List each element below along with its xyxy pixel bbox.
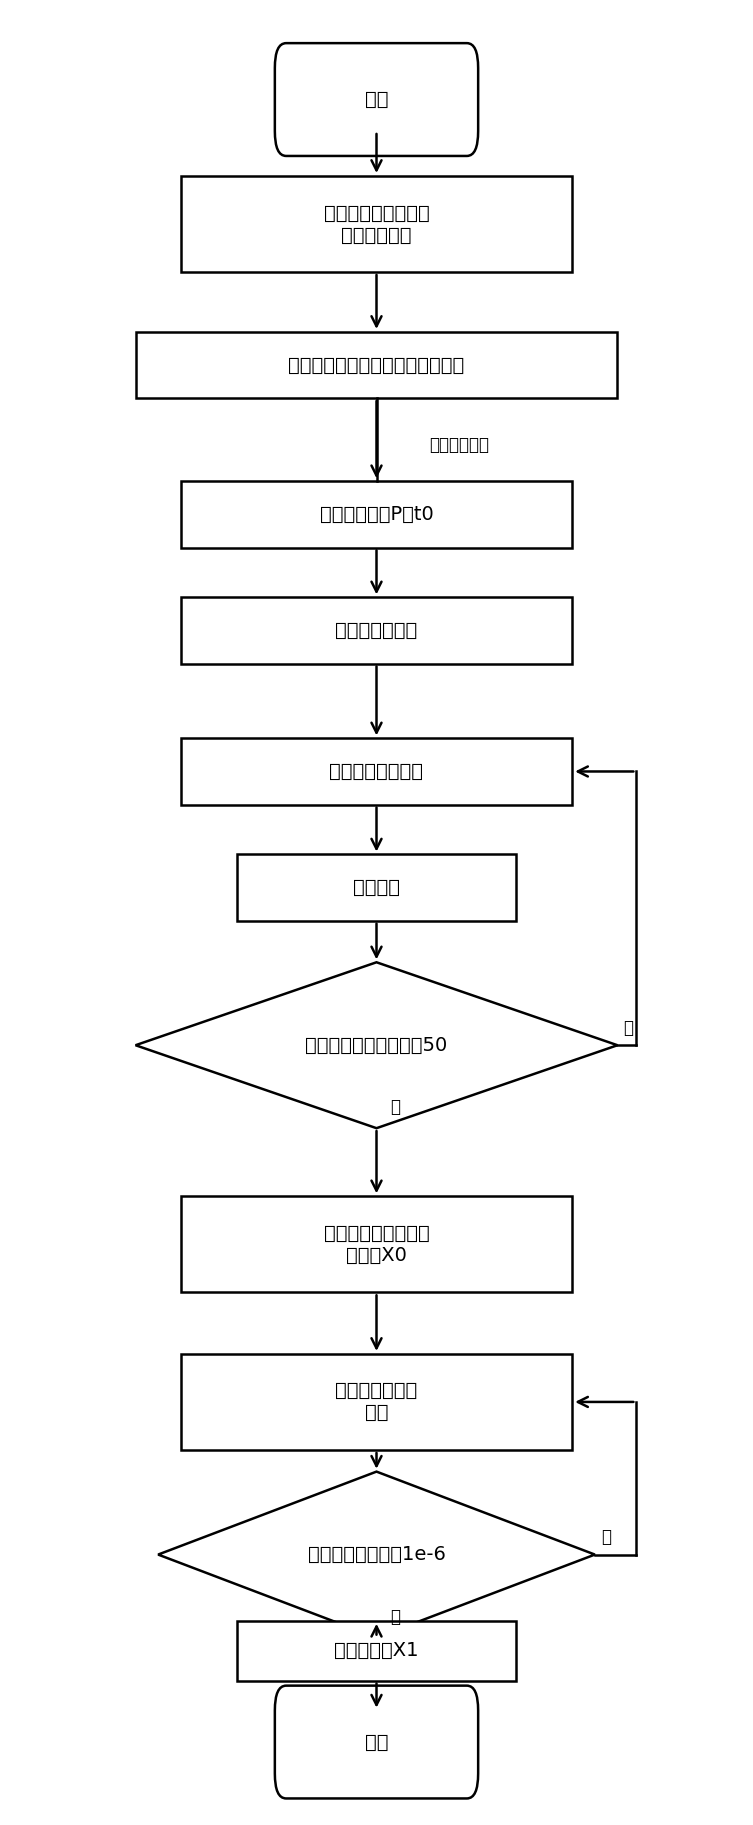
Bar xyxy=(181,1354,572,1451)
Bar xyxy=(136,332,617,398)
Text: 绝对误差是否小于1e-6: 绝对误差是否小于1e-6 xyxy=(307,1546,446,1564)
Text: 根据信号特性: 根据信号特性 xyxy=(429,436,489,454)
Text: 得到最小值搜索法的
初始点X0: 得到最小值搜索法的 初始点X0 xyxy=(324,1225,429,1265)
Text: 返回最优值X1: 返回最优值X1 xyxy=(334,1641,419,1661)
Text: 随机化初始种群: 随机化初始种群 xyxy=(335,620,418,641)
Bar xyxy=(181,1195,572,1292)
Text: 遗传操作: 遗传操作 xyxy=(353,878,400,898)
Text: 预估计出参数P和t0: 预估计出参数P和t0 xyxy=(319,506,434,524)
Text: 否: 否 xyxy=(623,1018,633,1037)
Text: 开始: 开始 xyxy=(364,89,389,109)
Text: 计算个体的绝对
误差: 计算个体的绝对 误差 xyxy=(335,1382,418,1422)
Text: 是否达到最大迭代次数50: 是否达到最大迭代次数50 xyxy=(306,1037,447,1055)
Text: 否: 否 xyxy=(601,1528,611,1546)
FancyBboxPatch shape xyxy=(275,1686,478,1798)
Bar xyxy=(181,482,572,548)
Polygon shape xyxy=(158,1471,595,1637)
FancyBboxPatch shape xyxy=(275,44,478,155)
Text: 根据信号的调制方式
建立信号模型: 根据信号的调制方式 建立信号模型 xyxy=(324,203,429,245)
Text: 是: 是 xyxy=(390,1099,400,1117)
Bar xyxy=(237,1621,516,1681)
Bar xyxy=(181,175,572,272)
Bar xyxy=(237,854,516,922)
Text: 结束: 结束 xyxy=(364,1732,389,1752)
Bar xyxy=(181,597,572,664)
Text: 求出估计参数的联合最大似然函数: 求出估计参数的联合最大似然函数 xyxy=(288,356,465,374)
Text: 是: 是 xyxy=(390,1608,400,1626)
Text: 计算个体适应度值: 计算个体适应度值 xyxy=(330,763,423,781)
Polygon shape xyxy=(136,962,617,1128)
Bar xyxy=(181,739,572,805)
